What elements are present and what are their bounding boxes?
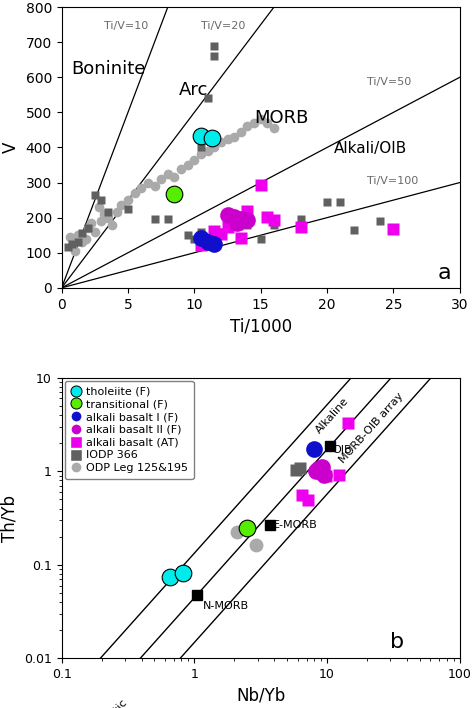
Text: Boninite: Boninite <box>71 59 146 78</box>
Text: Tholeiitic: Tholeiitic <box>88 698 129 708</box>
Y-axis label: Th/Yb: Th/Yb <box>0 495 18 542</box>
Text: Ti/V=10: Ti/V=10 <box>104 21 148 31</box>
Text: a: a <box>437 263 451 283</box>
Text: MORB: MORB <box>254 109 309 127</box>
Text: OIB: OIB <box>333 445 352 455</box>
Text: Alkali/OIB: Alkali/OIB <box>334 141 407 156</box>
Text: E-MORB: E-MORB <box>273 520 318 530</box>
Text: Alkaline: Alkaline <box>314 395 351 435</box>
Legend: tholeiite (F), transitional (F), alkali basalt I (F), alkali basalt II (F), alka: tholeiite (F), transitional (F), alkali … <box>65 381 193 479</box>
Text: Ti/V=20: Ti/V=20 <box>201 21 246 31</box>
Text: Ti/V=50: Ti/V=50 <box>367 77 411 87</box>
Text: MORB-OIB array: MORB-OIB array <box>337 391 405 465</box>
Y-axis label: V: V <box>2 142 20 153</box>
X-axis label: Nb/Yb: Nb/Yb <box>236 687 285 704</box>
Text: Ti/V=100: Ti/V=100 <box>367 176 418 185</box>
Text: Arc: Arc <box>178 81 208 99</box>
X-axis label: Ti/1000: Ti/1000 <box>229 317 292 335</box>
Text: b: b <box>391 632 404 652</box>
Text: N-MORB: N-MORB <box>202 601 248 612</box>
